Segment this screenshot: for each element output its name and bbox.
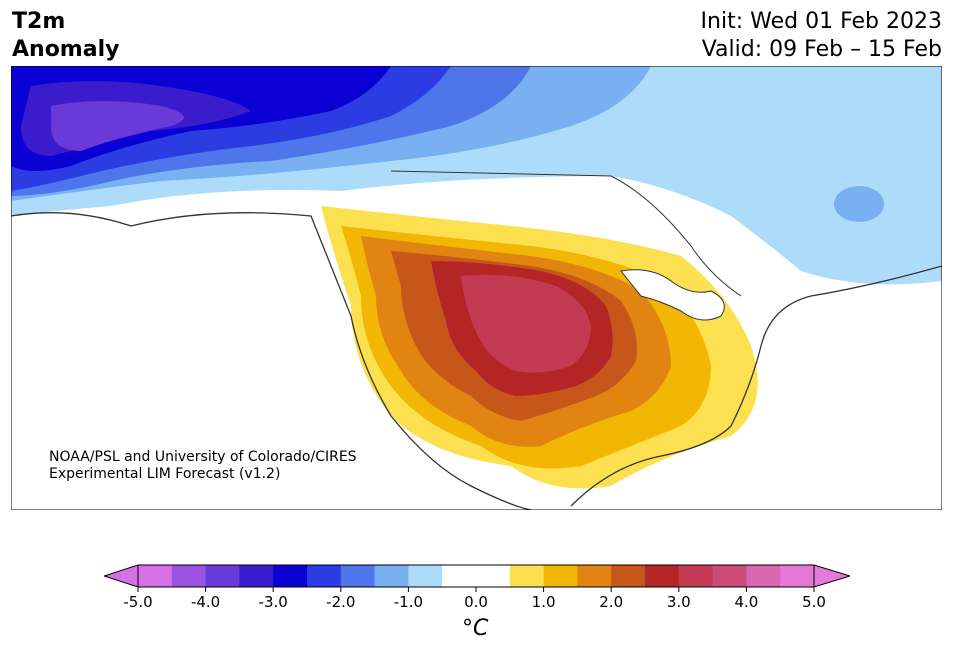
- colorbar-tick-label: 3.0: [667, 593, 691, 611]
- warm-band-6: [461, 274, 591, 373]
- colorbar-tick-label: 5.0: [802, 593, 826, 611]
- colorbar-segment: [273, 565, 308, 587]
- anomaly-map: [11, 66, 942, 510]
- colorbar-tick-label: -5.0: [123, 593, 152, 611]
- colorbar-segment: [205, 565, 240, 587]
- colorbar-unit-label: °C: [462, 616, 489, 641]
- colorbar-tick-label: 0.0: [464, 593, 488, 611]
- colorbar-under-extend: [104, 564, 139, 588]
- colorbar-segment: [712, 565, 747, 587]
- credit-text: NOAA/PSL and University of Colorado/CIRE…: [49, 449, 357, 483]
- colorbar-segment: [543, 565, 578, 587]
- colorbar-segment: [408, 565, 443, 587]
- colorbar-over-extend: [813, 564, 850, 588]
- forecast-dates: Init: Wed 01 Feb 2023 Valid: 09 Feb – 15…: [701, 8, 942, 64]
- colorbar-segment: [340, 565, 376, 587]
- colorbar-tick-label: 4.0: [734, 593, 758, 611]
- colorbar-segment: [645, 565, 680, 587]
- colorbar-segment: [442, 565, 477, 587]
- cold-band-7: [51, 101, 184, 151]
- colorbar-segment: [611, 565, 646, 587]
- colorbar-segment: [780, 565, 815, 587]
- colorbar-tick-label: -2.0: [326, 593, 355, 611]
- cold-spot-quebec: [834, 186, 884, 222]
- colorbar-segment: [307, 565, 342, 587]
- credit-line-2: Experimental LIM Forecast (v1.2): [49, 466, 281, 482]
- colorbar: -5.0 -4.0 -3.0 -2.0 -1.0 0.0 1.0 2.0 3.0 4.0 5.0: [104, 564, 850, 611]
- us-canada-border: [390, 170, 742, 297]
- colorbar-segment: [577, 565, 612, 587]
- colorbar-segment: [746, 565, 781, 587]
- map-title: T2m Anomaly: [12, 8, 119, 64]
- colorbar-tick-label: -1.0: [394, 593, 423, 611]
- title-line-2: Anomaly: [12, 37, 120, 62]
- colorbar-tick-label: 1.0: [532, 593, 556, 611]
- colorbar-segment: [138, 565, 173, 587]
- colorbar-tick-label: -3.0: [259, 593, 288, 611]
- colorbar-segment: [678, 565, 714, 587]
- colorbar-segment: [171, 565, 207, 587]
- colorbar-segment: [239, 565, 274, 587]
- credit-line-1: NOAA/PSL and University of Colorado/CIRE…: [49, 449, 357, 465]
- colorbar-tick-label: 2.0: [599, 593, 623, 611]
- colorbar-segment: [374, 565, 409, 587]
- title-line-1: T2m: [12, 9, 66, 34]
- coastline: [11, 212, 942, 510]
- init-date: Init: Wed 01 Feb 2023: [700, 9, 942, 34]
- colorbar-tick-label: -4.0: [191, 593, 220, 611]
- great-lakes: [620, 269, 725, 321]
- valid-dates: Valid: 09 Feb – 15 Feb: [701, 37, 942, 62]
- colorbar-segment: [476, 565, 511, 587]
- colorbar-segment: [509, 565, 545, 587]
